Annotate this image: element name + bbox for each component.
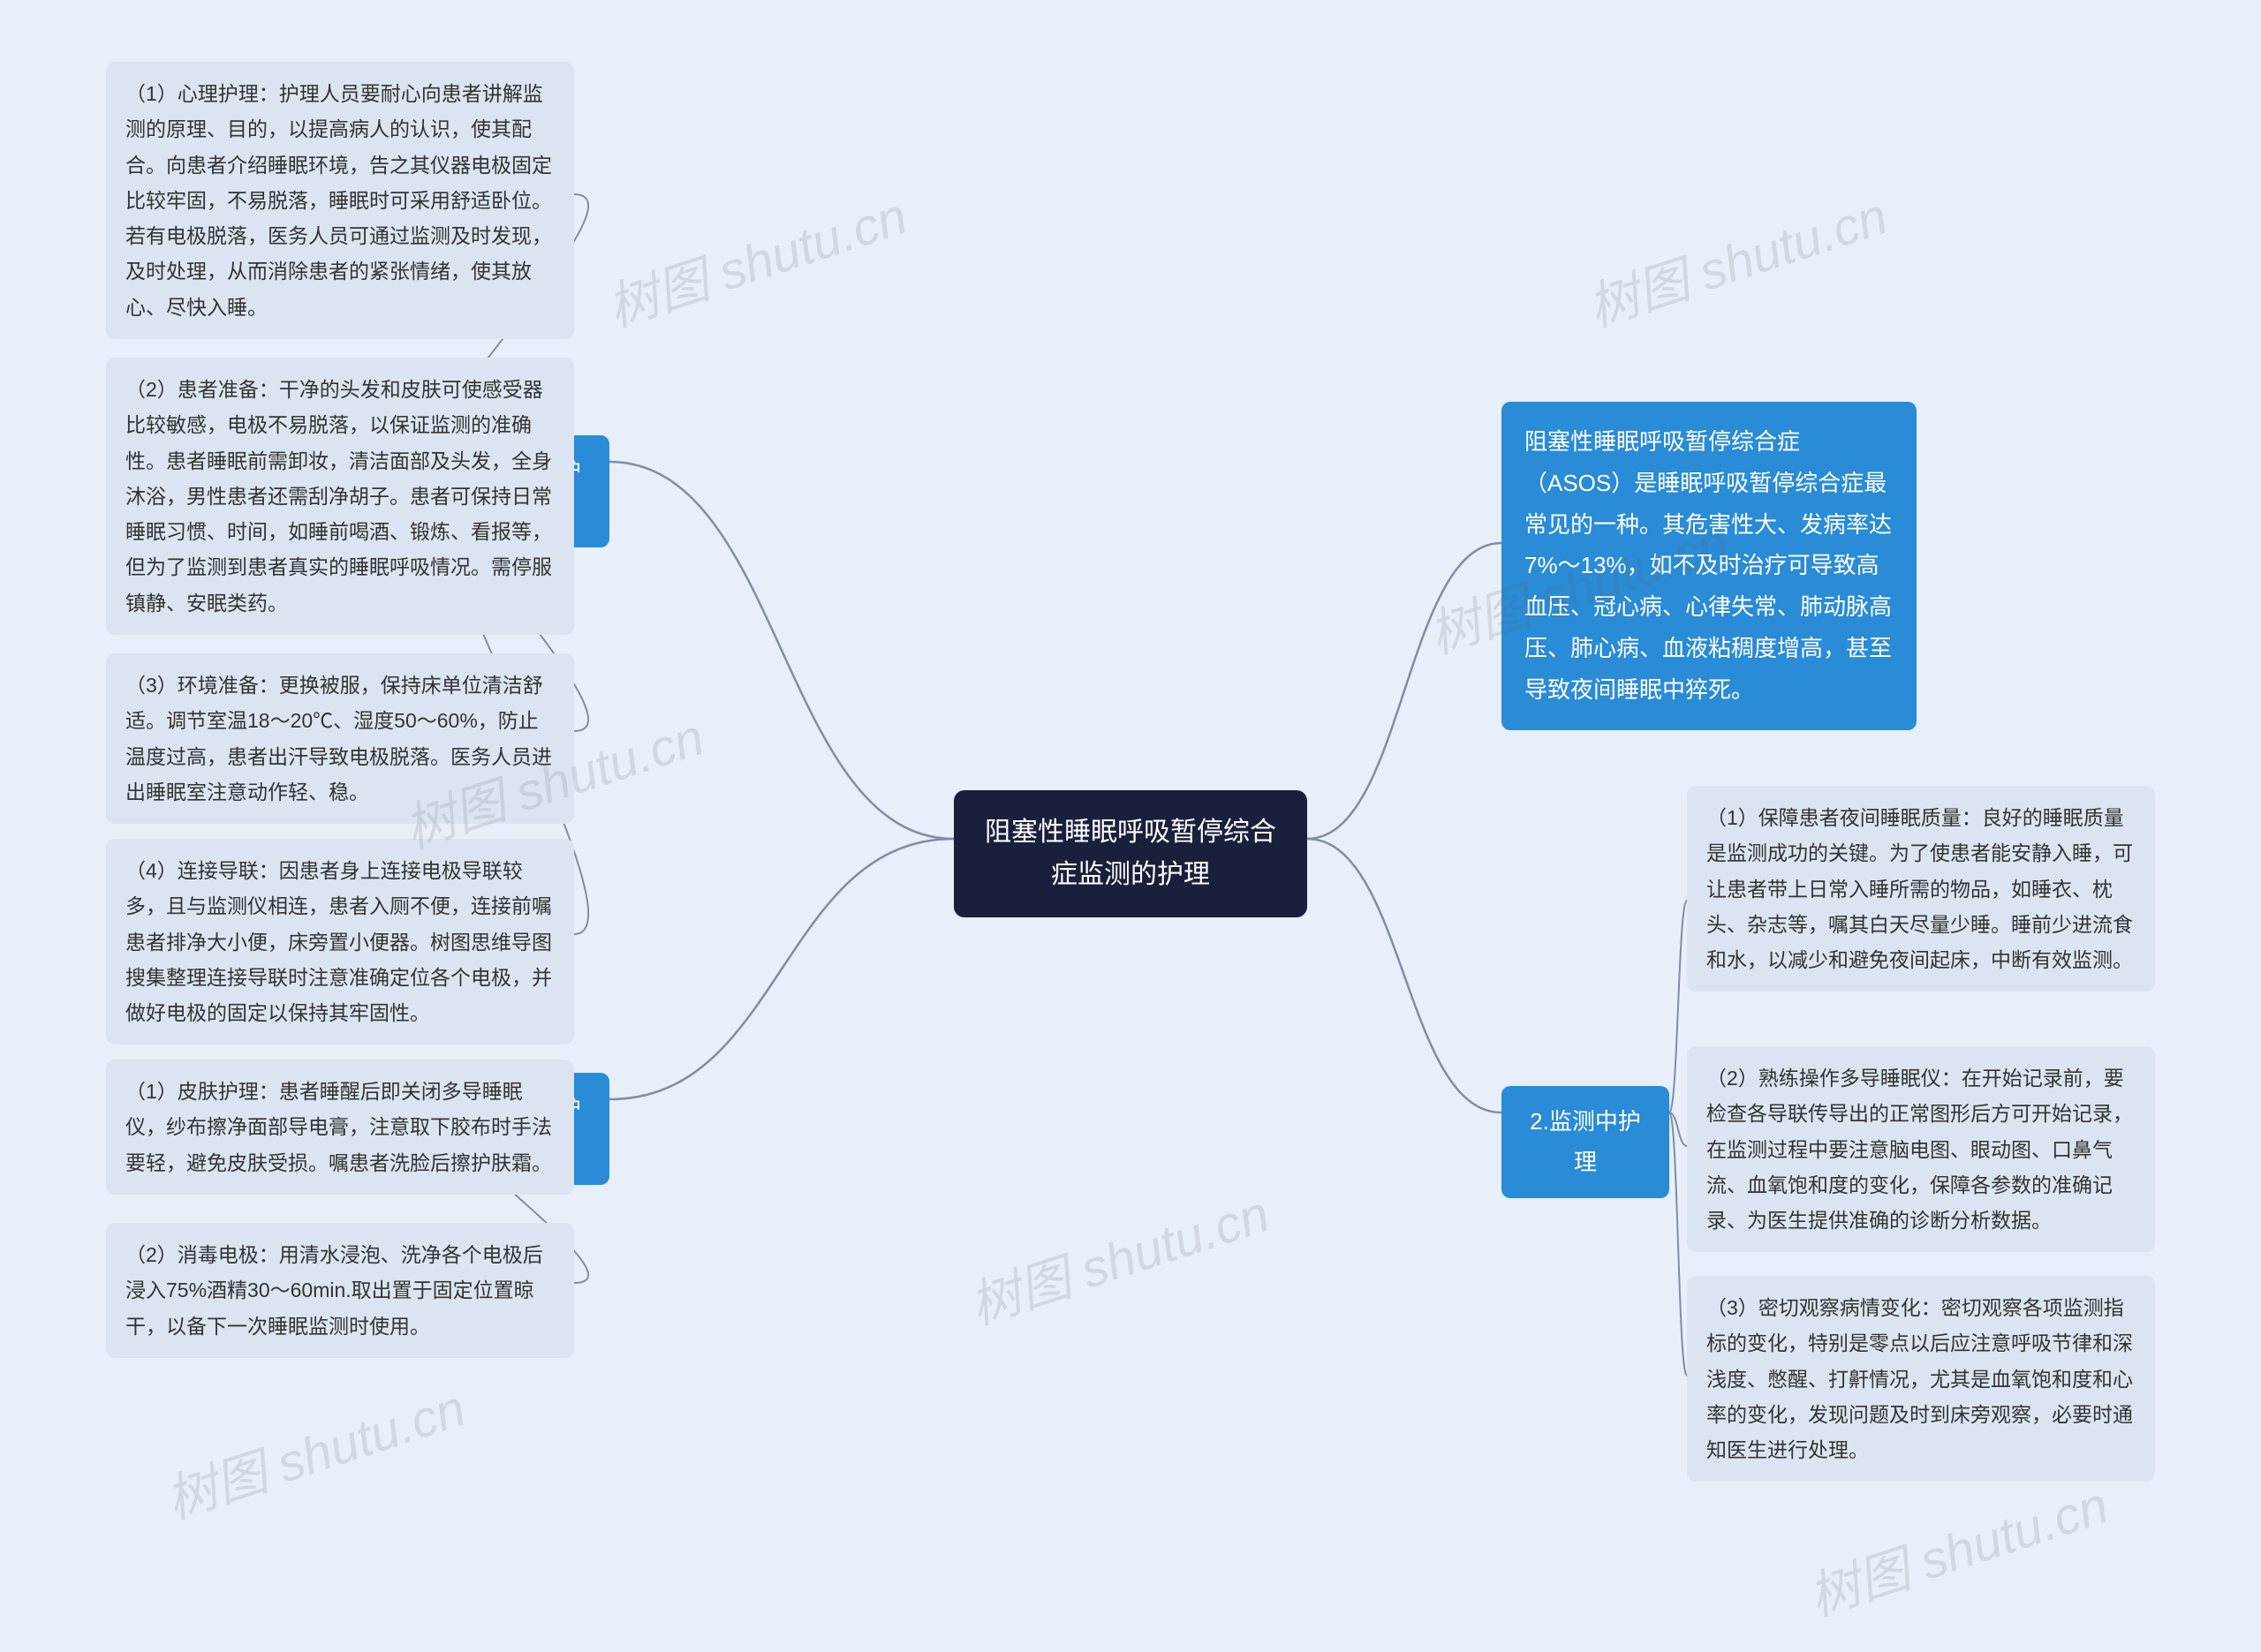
leaf-3-1[interactable]: （1）皮肤护理：患者睡醒后即关闭多导睡眠仪，纱布擦净面部导电膏，注意取下胶布时手… [106, 1060, 574, 1195]
watermark: 树图 shutu.cn [1577, 175, 1895, 341]
edge [609, 839, 954, 1099]
leaf-3-2[interactable]: （2）消毒电极：用清水浸泡、洗净各个电极后浸入75%酒精30～60min.取出置… [106, 1223, 574, 1358]
leaf-1-4[interactable]: （4）连接导联：因患者身上连接电极导联较多，且与监测仪相连，患者入厕不便，连接前… [106, 839, 574, 1045]
edge [1307, 839, 1501, 1113]
leaf-2-1[interactable]: （1）保障患者夜间睡眠质量：良好的睡眠质量是监测成功的关键。为了使患者能安静入睡… [1687, 786, 2155, 992]
watermark: 树图 shutu.cn [959, 1173, 1277, 1339]
center-node[interactable]: 阻塞性睡眠呼吸暂停综合症监测的护理 [954, 790, 1307, 917]
mindmap-canvas: 阻塞性睡眠呼吸暂停综合症监测的护理 阻塞性睡眠呼吸暂停综合症（ASOS）是睡眠呼… [0, 0, 2261, 1652]
leaf-2-3[interactable]: （3）密切观察病情变化：密切观察各项监测指标的变化，特别是零点以后应注意呼吸节律… [1687, 1276, 2155, 1482]
watermark: 树图 shutu.cn [1798, 1464, 2116, 1630]
intro-node[interactable]: 阻塞性睡眠呼吸暂停综合症（ASOS）是睡眠呼吸暂停综合症最常见的一种。其危害性大… [1501, 402, 1917, 730]
edge [1669, 1113, 1687, 1376]
watermark: 树图 shutu.cn [155, 1367, 473, 1533]
watermark: 树图 shutu.cn [597, 175, 915, 341]
edge [1307, 543, 1501, 839]
leaf-1-3[interactable]: （3）环境准备：更换被服，保持床单位清洁舒适。调节室温18～20℃、湿度50～6… [106, 653, 574, 824]
branch-2[interactable]: 2.监测中护理 [1501, 1086, 1669, 1198]
edge [1669, 1113, 1687, 1146]
leaf-1-2[interactable]: （2）患者准备：干净的头发和皮肤可使感受器比较敏感，电极不易脱落，以保证监测的准… [106, 358, 574, 635]
leaf-1-1[interactable]: （1）心理护理：护理人员要耐心向患者讲解监测的原理、目的，以提高病人的认识，使其… [106, 62, 574, 339]
leaf-2-2[interactable]: （2）熟练操作多导睡眠仪：在开始记录前，要检查各导联传导出的正常图形后方可开始记… [1687, 1046, 2155, 1252]
edge [1669, 901, 1687, 1113]
edge [609, 462, 954, 839]
